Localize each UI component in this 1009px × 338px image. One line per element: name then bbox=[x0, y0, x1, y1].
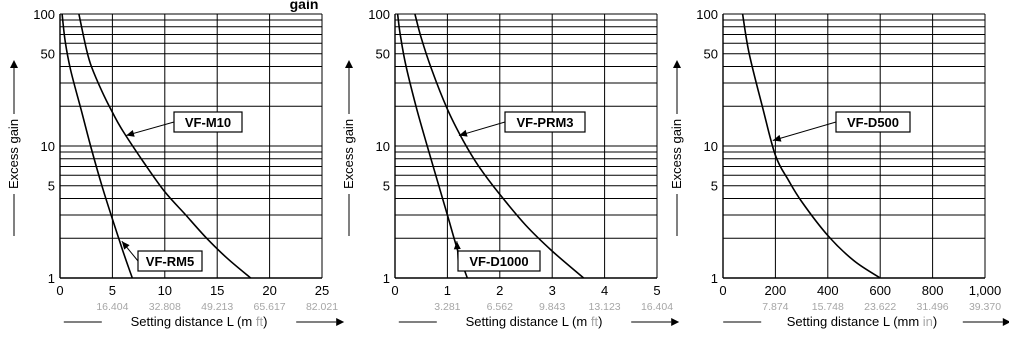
x-secondary-tick-label: 7.874 bbox=[762, 301, 788, 313]
y-tick-label: 5 bbox=[711, 179, 718, 194]
x-tick-label: 1,000 bbox=[969, 283, 1002, 298]
y-tick-label: 1 bbox=[711, 271, 718, 286]
x-secondary-tick-label: 3.281 bbox=[434, 301, 460, 313]
y-tick-label: 10 bbox=[41, 139, 55, 154]
x-secondary-tick-label: 9.843 bbox=[539, 301, 565, 313]
x-tick-label: 0 bbox=[719, 283, 726, 298]
y-label-arrowhead bbox=[345, 60, 353, 68]
x-secondary-tick-label: 65.617 bbox=[254, 301, 286, 313]
series-label-vf-d500: VF-D500 bbox=[847, 115, 899, 130]
header-fragment: gain bbox=[290, 0, 319, 12]
y-tick-label: 5 bbox=[383, 179, 390, 194]
y-tick-label: 50 bbox=[41, 47, 55, 62]
callout-box bbox=[173, 111, 243, 133]
callout-arrowhead bbox=[126, 130, 135, 137]
callout-box bbox=[457, 250, 541, 272]
x-tick-label: 5 bbox=[653, 283, 660, 298]
callout-arrowhead bbox=[121, 241, 130, 250]
series-line-vf-rm5 bbox=[61, 13, 134, 279]
y-axis-label: Excess gain bbox=[6, 119, 21, 189]
series-line-vf-prm3 bbox=[414, 13, 585, 279]
x-axis-label: Setting distance L (m ft) bbox=[466, 314, 603, 329]
x-secondary-tick-label: 31.496 bbox=[917, 301, 949, 313]
x-secondary-tick-label: 82.021 bbox=[306, 301, 338, 313]
x-tick-label: 0 bbox=[56, 283, 63, 298]
x-tick-label: 0 bbox=[391, 283, 398, 298]
x-tick-label: 800 bbox=[922, 283, 944, 298]
x-secondary-tick-label: 16.404 bbox=[96, 301, 128, 313]
series-label-vf-m10: VF-M10 bbox=[185, 115, 231, 130]
x-tick-label: 15 bbox=[210, 283, 224, 298]
y-axis-label: Excess gain bbox=[341, 119, 356, 189]
x-secondary-tick-label: 49.213 bbox=[201, 301, 233, 313]
y-tick-label: 10 bbox=[376, 139, 390, 154]
chart-panel-3: 1 5 10 50 100 0 200 400 600 800 1,000 7.874 15.748 23… bbox=[669, 7, 1009, 329]
x-tick-label: 200 bbox=[765, 283, 787, 298]
y-tick-label: 1 bbox=[383, 271, 390, 286]
x-secondary-tick-label: 23.622 bbox=[864, 301, 896, 313]
x-tick-label: 4 bbox=[601, 283, 608, 298]
y-label-arrowhead bbox=[10, 60, 18, 68]
series-line-vf-m10 bbox=[78, 13, 252, 279]
x-secondary-tick-label: 16.404 bbox=[641, 301, 673, 313]
y-tick-label: 100 bbox=[33, 7, 55, 22]
series-label-vf-rm5: VF-RM5 bbox=[146, 254, 194, 269]
y-tick-label: 100 bbox=[696, 7, 718, 22]
x-tick-label: 10 bbox=[158, 283, 172, 298]
x-tick-label: 3 bbox=[549, 283, 556, 298]
x-axis-label: Setting distance L (mm in) bbox=[787, 314, 938, 329]
x-tick-label: 25 bbox=[315, 283, 329, 298]
x-tick-label: 2 bbox=[496, 283, 503, 298]
callout-box bbox=[504, 111, 586, 133]
y-axis-label: Excess gain bbox=[669, 119, 684, 189]
x-tick-label: 20 bbox=[262, 283, 276, 298]
x-axis-label: Setting distance L (m ft) bbox=[131, 314, 268, 329]
y-tick-label: 1 bbox=[48, 271, 55, 286]
series-line-vf-d1000 bbox=[396, 13, 469, 279]
x-tick-label: 400 bbox=[817, 283, 839, 298]
x-tick-label: 1 bbox=[444, 283, 451, 298]
callout-leader bbox=[458, 121, 506, 137]
callout-leader bbox=[125, 121, 175, 137]
callout-arrowhead bbox=[772, 134, 782, 142]
callout-arrowhead bbox=[453, 241, 461, 250]
callout-leader bbox=[772, 121, 837, 142]
x-secondary-tick-label: 6.562 bbox=[487, 301, 513, 313]
x-tick-label: 5 bbox=[109, 283, 116, 298]
x-secondary-tick-label: 13.123 bbox=[589, 301, 621, 313]
y-tick-label: 10 bbox=[704, 139, 718, 154]
series-line-vf-d500 bbox=[741, 13, 881, 279]
y-label-arrowhead bbox=[673, 60, 681, 68]
x-secondary-tick-label: 39.370 bbox=[969, 301, 1001, 313]
y-tick-label: 50 bbox=[704, 47, 718, 62]
y-tick-label: 5 bbox=[48, 179, 55, 194]
x-label-arrowhead bbox=[1002, 318, 1009, 326]
x-label-arrowhead bbox=[336, 318, 345, 326]
x-tick-label: 600 bbox=[869, 283, 891, 298]
callout-arrowhead bbox=[458, 129, 468, 137]
x-label-arrowhead bbox=[671, 318, 680, 326]
y-tick-label: 50 bbox=[376, 47, 390, 62]
series-label-vf-d1000: VF-D1000 bbox=[469, 254, 528, 269]
series-label-vf-prm3: VF-PRM3 bbox=[516, 115, 573, 130]
callout-box bbox=[835, 111, 911, 133]
x-secondary-tick-label: 15.748 bbox=[812, 301, 844, 313]
x-secondary-tick-label: 32.808 bbox=[149, 301, 181, 313]
y-tick-label: 100 bbox=[368, 7, 390, 22]
callout-box bbox=[137, 250, 203, 272]
